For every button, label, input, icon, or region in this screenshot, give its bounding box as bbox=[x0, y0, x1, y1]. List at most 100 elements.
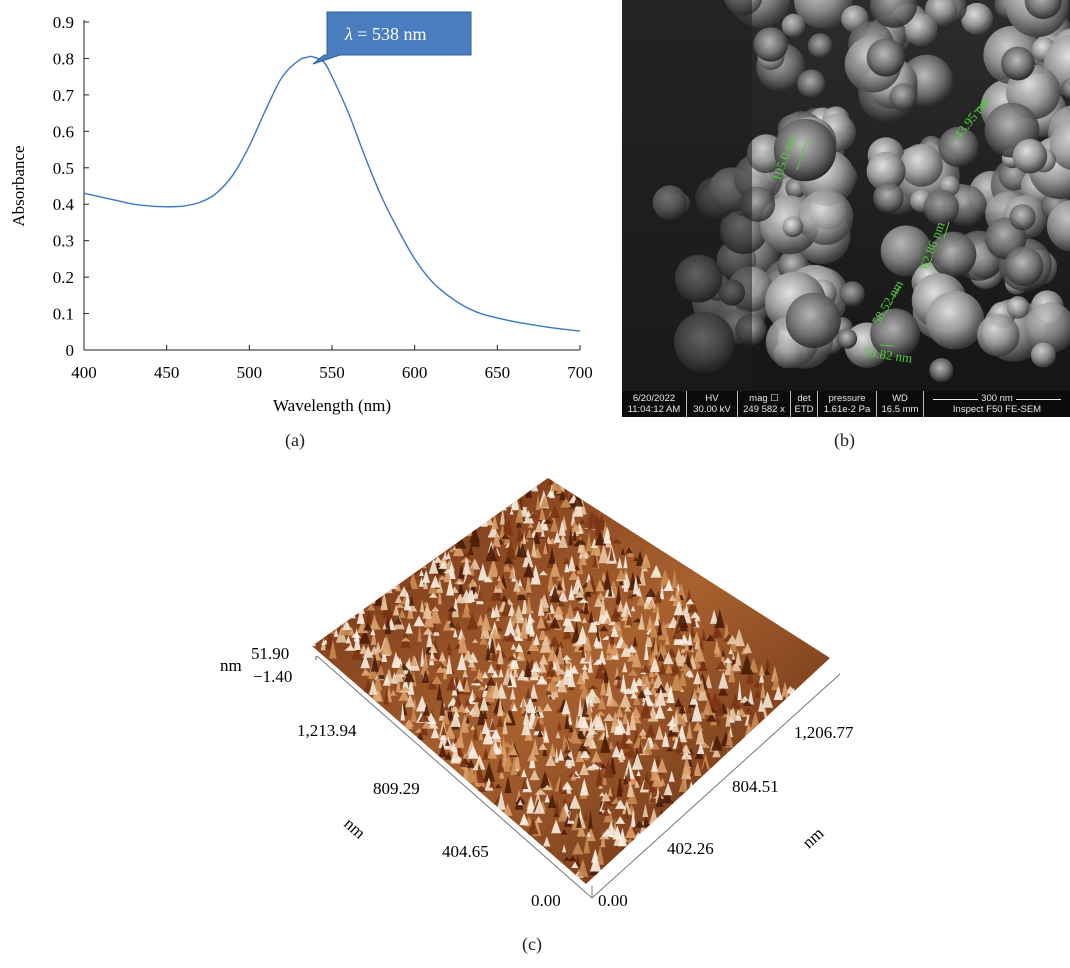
x-tick-label: 700 bbox=[567, 363, 593, 382]
y-tick-label: 0.3 bbox=[53, 232, 74, 251]
sem-particle bbox=[1001, 47, 1035, 81]
sem-particle bbox=[840, 281, 865, 306]
x-tick-label: 600 bbox=[402, 363, 428, 382]
afm-peak bbox=[409, 557, 414, 576]
afm-peak bbox=[739, 750, 748, 766]
sem-particle bbox=[889, 83, 916, 110]
afm-right-tick: 0.00 bbox=[598, 891, 628, 910]
y-tick-label: 0.9 bbox=[53, 13, 74, 32]
afm-peak bbox=[744, 740, 750, 747]
sem-scale: 300 nm Inspect F50 FE-SEM bbox=[924, 391, 1070, 417]
afm-peak bbox=[785, 708, 794, 717]
afm-peak bbox=[712, 766, 723, 775]
afm-topography-panel: nm 51.90 −1.40 1,213.94 809.29 404.65 0.… bbox=[0, 460, 1070, 963]
afm-peak bbox=[692, 788, 702, 795]
panel-a-caption: (a) bbox=[285, 430, 305, 451]
sem-mag-label: mag ☐ bbox=[749, 393, 779, 404]
sem-scale-label: 300 nm bbox=[978, 393, 1016, 404]
x-axis-label: Wavelength (nm) bbox=[273, 396, 391, 415]
sem-wd: WD 16.5 mm bbox=[877, 391, 924, 417]
y-axis-label: Absorbance bbox=[9, 145, 28, 226]
afm-peak bbox=[310, 637, 316, 646]
sem-particle bbox=[797, 70, 825, 98]
sem-mag-value: 249 582 x bbox=[743, 404, 785, 415]
x-tick-label: 450 bbox=[154, 363, 180, 382]
sem-particle bbox=[900, 144, 943, 187]
afm-peak bbox=[819, 708, 823, 716]
sem-pressure-label: pressure bbox=[829, 393, 866, 404]
afm-peak bbox=[324, 625, 335, 634]
sem-hv: HV 30.00 kV bbox=[687, 391, 738, 417]
afm-right-tick: 1,206.77 bbox=[794, 723, 854, 742]
y-tick-label: 0.6 bbox=[53, 122, 74, 141]
sem-particle bbox=[783, 217, 804, 238]
panel-b-caption: (b) bbox=[834, 430, 855, 451]
x-tick-label: 500 bbox=[237, 363, 263, 382]
afm-peak bbox=[749, 739, 753, 753]
afm-peak bbox=[412, 561, 418, 574]
sem-particle bbox=[798, 190, 853, 245]
afm-peak bbox=[668, 813, 680, 817]
sem-det-value: ETD bbox=[795, 404, 814, 415]
sem-particle bbox=[753, 27, 788, 62]
afm-peak bbox=[702, 774, 714, 784]
y-tick-label: 0.5 bbox=[53, 159, 74, 178]
sem-hv-value: 30.00 kV bbox=[693, 404, 731, 415]
y-tick-label: 0.2 bbox=[53, 268, 74, 287]
sem-time: 11:04:12 AM bbox=[628, 404, 681, 415]
sem-datetime: 6/20/2022 11:04:12 AM bbox=[622, 391, 687, 417]
x-tick-label: 400 bbox=[71, 363, 97, 382]
afm-z-scale: nm 51.90 −1.40 bbox=[220, 644, 292, 686]
sem-instrument: Inspect F50 FE-SEM bbox=[953, 404, 1041, 415]
sem-pressure: pressure 1.61e-2 Pa bbox=[818, 391, 877, 417]
afm-left-tick: 0.00 bbox=[531, 891, 561, 910]
afm-left-unit: nm bbox=[340, 814, 369, 843]
afm-peak bbox=[781, 710, 789, 718]
afm-peak bbox=[703, 779, 707, 787]
callout-label: λ = 538 nm bbox=[344, 24, 426, 44]
afm-right-unit: nm bbox=[799, 823, 828, 852]
afm-peak bbox=[694, 783, 705, 796]
afm-z-min: −1.40 bbox=[253, 667, 292, 686]
afm-peak bbox=[767, 746, 776, 752]
afm-peak bbox=[797, 702, 807, 707]
panel-c-caption: (c) bbox=[522, 934, 542, 955]
afm-peak bbox=[697, 789, 708, 794]
afm-3d-surface: nm 51.90 −1.40 1,213.94 809.29 404.65 0.… bbox=[0, 460, 1070, 963]
x-tick-label: 650 bbox=[485, 363, 511, 382]
sem-det-label: det bbox=[797, 393, 810, 404]
sem-particle bbox=[782, 14, 806, 38]
sem-det: det ETD bbox=[791, 391, 818, 417]
afm-z-unit: nm bbox=[220, 656, 242, 675]
absorbance-series-line bbox=[84, 56, 580, 331]
sem-particle bbox=[1004, 247, 1043, 286]
afm-peak bbox=[726, 752, 733, 763]
sem-particle bbox=[1007, 296, 1030, 319]
sem-particle bbox=[786, 293, 841, 348]
sem-scale-bar: 300 nm bbox=[933, 394, 1061, 404]
afm-peak bbox=[781, 714, 787, 719]
afm-peak bbox=[757, 725, 765, 736]
sem-pressure-value: 1.61e-2 Pa bbox=[824, 404, 870, 415]
sem-particle bbox=[1013, 139, 1048, 174]
afm-peak bbox=[776, 738, 783, 746]
afm-peak bbox=[384, 580, 392, 594]
afm-peak bbox=[760, 730, 772, 735]
sem-wd-label: WD bbox=[892, 393, 908, 404]
afm-peak bbox=[810, 713, 816, 717]
sem-hv-label: HV bbox=[705, 393, 718, 404]
afm-peak bbox=[481, 513, 488, 527]
afm-peak bbox=[773, 721, 781, 728]
afm-peak bbox=[751, 741, 756, 755]
sem-particle bbox=[926, 291, 984, 349]
afm-peak bbox=[728, 751, 732, 762]
sem-date: 6/20/2022 bbox=[633, 393, 675, 404]
afm-peak bbox=[742, 743, 748, 755]
afm-peak bbox=[769, 740, 778, 748]
afm-peak bbox=[764, 722, 768, 727]
afm-peak bbox=[735, 756, 740, 761]
afm-peak bbox=[702, 774, 706, 794]
afm-peak bbox=[639, 833, 648, 841]
